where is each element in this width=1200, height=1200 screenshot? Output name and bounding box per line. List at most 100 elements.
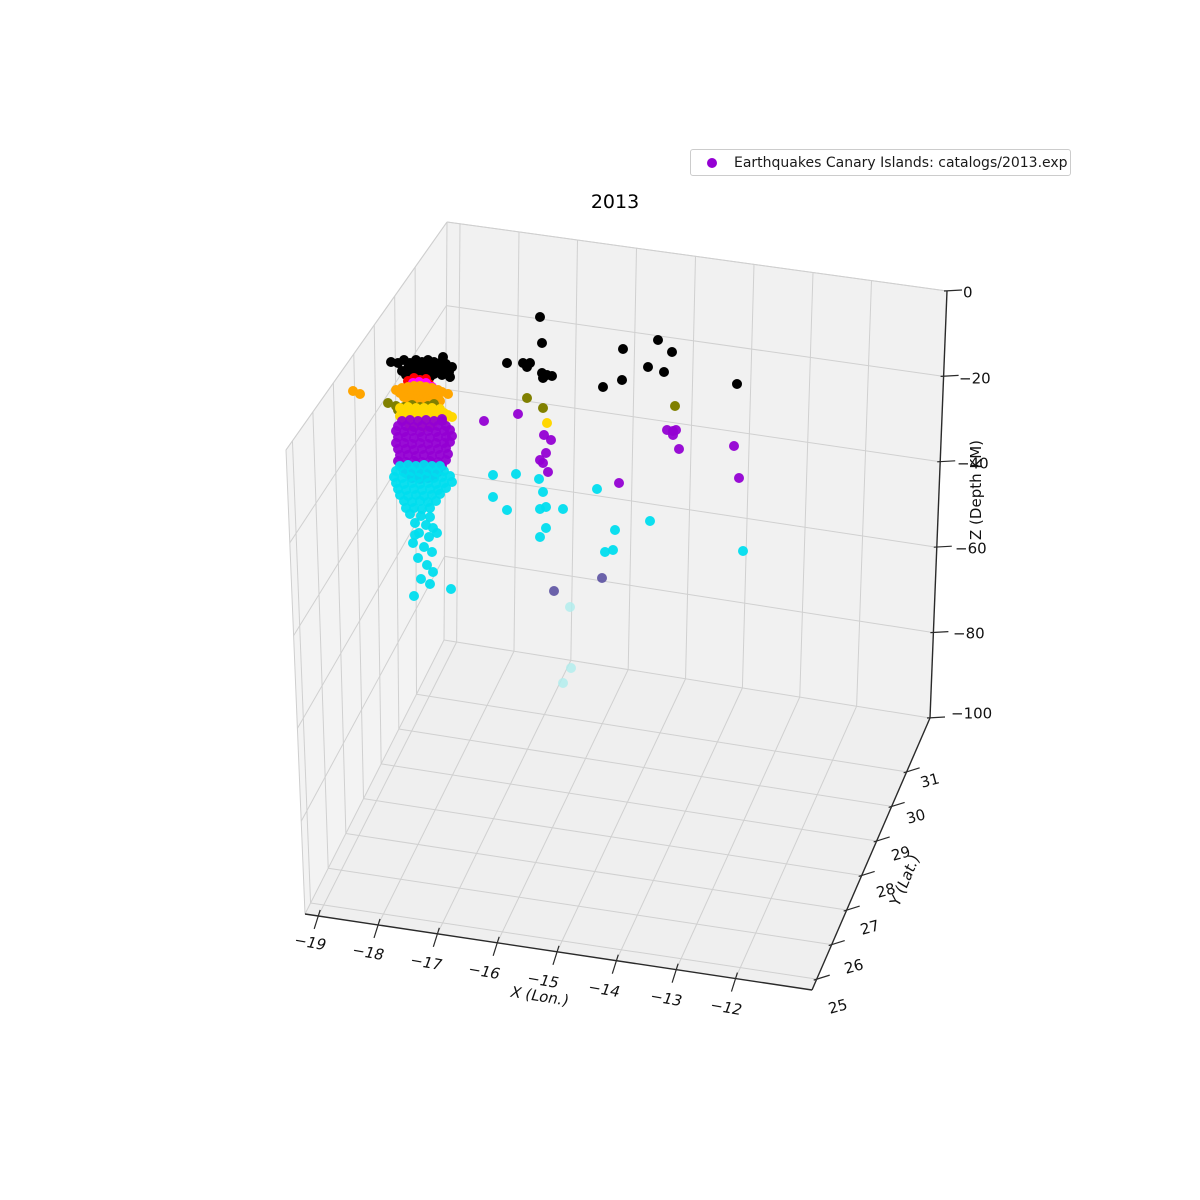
scatter-point-cyan (558, 504, 568, 514)
scatter-point-darkslateblue (597, 573, 607, 583)
x-tick-label: −18 (349, 941, 386, 964)
scatter-point-paleturquoise (565, 602, 575, 612)
scatter-point-cyan (415, 496, 425, 506)
scatter-points (348, 312, 748, 688)
scatter-point-cyan (600, 547, 610, 557)
z-tick-label: −100 (951, 705, 992, 723)
x-tick (492, 936, 500, 956)
scatter-point-darkslateblue (549, 586, 559, 596)
legend-marker-icon (707, 157, 717, 168)
scatter-point-black (732, 379, 742, 389)
grid-line-x-floor (675, 696, 801, 970)
grid-line-y-floor (381, 763, 877, 842)
x-tick (313, 909, 321, 930)
grid-line-y-floor (328, 867, 832, 946)
scatter-point-black (538, 373, 548, 383)
grid-line-y-wall (332, 382, 347, 834)
scatter-point-cyan (416, 574, 426, 584)
scatter-point-paleturquoise (558, 678, 568, 688)
scatter-point-cyan (425, 503, 435, 513)
scatter-point-cyan (422, 560, 432, 570)
scatter-point-orange (355, 389, 365, 399)
z-tick (930, 631, 949, 634)
grid-line-x-floor (436, 660, 572, 935)
scatter-point-cyan (432, 528, 442, 538)
grid-line-x-wall (741, 264, 755, 688)
y-tick (873, 836, 890, 843)
scatter-point-cyan (488, 492, 498, 502)
scatter-point-cyan (541, 502, 551, 512)
scatter-point-darkviolet (668, 430, 678, 440)
grid-line-z-left (300, 556, 446, 822)
scatter-point-cyan (408, 538, 418, 548)
grid-line-z-right (444, 555, 934, 634)
grid-line-y-floor (416, 693, 907, 773)
x-tick-label: −12 (707, 996, 744, 1019)
z-tick-label: 0 (963, 284, 973, 302)
scatter-point-cyan (538, 487, 548, 497)
grid-line-x-wall (627, 248, 637, 670)
grid-line-y-wall (353, 354, 365, 799)
z-axis-spine (929, 290, 948, 719)
scatter-point-cyan (416, 511, 426, 521)
scatter-point-darkviolet (513, 409, 523, 419)
x-tick-label: −15 (524, 969, 561, 992)
grid-line-x-wall (685, 256, 696, 679)
scatter-point-darkviolet (543, 467, 553, 477)
floor-pane (305, 640, 930, 990)
x-tick-label: −14 (585, 978, 622, 1001)
scatter-point-darkviolet (674, 444, 684, 454)
scatter-point-cyan (410, 518, 420, 528)
scatter-point-black (522, 362, 532, 372)
grid-line-y-floor (398, 728, 892, 807)
grid-line-x-wall (456, 223, 461, 643)
scatter-point-darkviolet (546, 435, 556, 445)
scatter-point-black (438, 352, 448, 362)
grid-line-z-right (443, 639, 931, 719)
scatter-point-cyan (608, 545, 618, 555)
y-tick (888, 801, 905, 808)
z-tick-label: −20 (959, 370, 991, 388)
z-tick (940, 374, 959, 377)
x-axis-spine (304, 913, 813, 991)
grid-line-y-wall (394, 296, 400, 730)
grid-line-x-floor (496, 669, 629, 944)
z-tick (943, 289, 963, 292)
x-tick-label: −19 (291, 931, 328, 954)
scatter-point-black (535, 312, 545, 322)
scatter-point-black (537, 338, 547, 348)
x-tick-label: −16 (465, 960, 502, 983)
scatter-point-black (659, 367, 669, 377)
scatter-point-darkviolet (541, 448, 551, 458)
scatter-point-darkviolet (539, 430, 549, 440)
z-tick-label: −40 (957, 455, 989, 473)
scatter-point-darkviolet (614, 478, 624, 488)
grid-line-y-floor (345, 832, 847, 911)
x-axis-title: X (Lon.) (508, 983, 571, 1009)
grid-line-y-floor (363, 798, 862, 876)
grid-line-y-wall (291, 440, 312, 904)
scatter-point-darkviolet (479, 416, 489, 426)
scatter-point-black (445, 372, 455, 382)
scatter-point-black (667, 347, 677, 357)
scatter-point-black (502, 358, 512, 368)
chart-title: 2013 (590, 191, 640, 213)
grid-line-z-left (304, 639, 445, 915)
scatter-point-black (598, 382, 608, 392)
scatter-point-black (643, 362, 653, 372)
scatter-point-cyan (425, 512, 435, 522)
scatter-point-olive (383, 398, 393, 408)
scatter-point-paleturquoise (566, 663, 576, 673)
z-tick (926, 716, 946, 719)
scatter-point-olive (522, 393, 532, 403)
scatter-point-darkviolet (734, 473, 744, 483)
z-axis-title: Z (Depth KM) (967, 440, 985, 540)
grid-line-z-right (445, 472, 937, 548)
scatter-point-cyan (425, 579, 435, 589)
legend-label: Earthquakes Canary Islands: catalogs/201… (734, 154, 1068, 171)
scatter-point-olive (538, 403, 548, 413)
z-tick-label: −80 (953, 625, 985, 643)
scatter-point-cyan (610, 525, 620, 535)
scatter-point-cyan (424, 532, 434, 542)
